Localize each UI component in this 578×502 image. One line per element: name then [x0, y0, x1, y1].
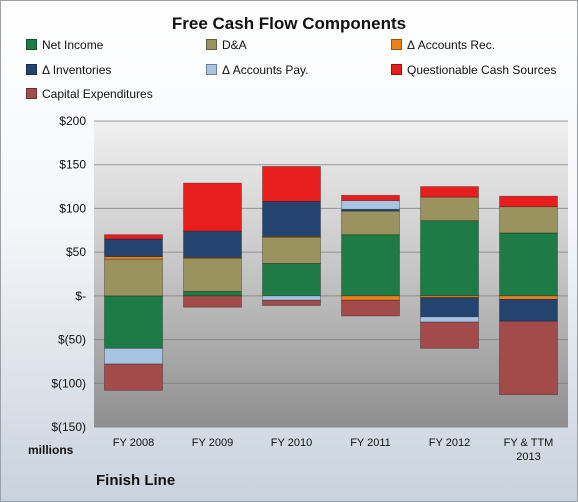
bar-segment: [262, 201, 321, 237]
x-tick-label: FY 2008: [113, 437, 154, 449]
legend-label-inventories: Δ Inventories: [42, 63, 112, 77]
legend-swatch-questionable-cash: [391, 64, 402, 75]
bar-segment: [341, 295, 400, 301]
bar-segment: [499, 298, 558, 322]
bar-segment: [183, 295, 242, 308]
y-axis-title: millions: [28, 443, 74, 457]
plot-area: [94, 121, 568, 427]
bar-segment: [499, 206, 558, 234]
y-tick-label: $200: [59, 114, 86, 128]
legend-item-capex: Capital Expenditures: [26, 87, 153, 101]
legend-item-accounts-rec: Δ Accounts Rec.: [391, 38, 495, 52]
bar-segment: [183, 291, 242, 297]
bar-segment: [420, 321, 479, 349]
y-tick-label: $(150): [51, 420, 86, 434]
bar-segment: [499, 195, 558, 208]
legend-label-accounts-pay: Δ Accounts Pay.: [222, 63, 309, 77]
y-tick-label: $150: [59, 158, 86, 172]
bar-segment: [262, 236, 321, 238]
legend-swatch-da: [206, 39, 217, 50]
legend-swatch-inventories: [26, 64, 37, 75]
y-tick-label: $100: [59, 201, 86, 215]
legend-swatch-accounts-rec: [391, 39, 402, 50]
legend-swatch-accounts-pay: [206, 64, 217, 75]
y-tick-label: $-: [75, 289, 86, 303]
legend-item-inventories: Δ Inventories: [26, 63, 111, 77]
x-tick-label: FY 2012: [429, 437, 470, 449]
bar-segment: [420, 316, 479, 323]
legend-swatch-net-income: [26, 39, 37, 50]
legend-item-da: D&A: [206, 38, 247, 52]
bar-segment: [104, 295, 163, 349]
bar-segment: [420, 297, 479, 318]
bar-segment: [104, 363, 163, 391]
bar-segment: [262, 263, 321, 297]
bar-segment: [183, 257, 242, 292]
bar-segment: [104, 258, 163, 297]
legend-item-questionable-cash: Questionable Cash Sources: [391, 63, 556, 77]
bar-segment: [499, 320, 558, 396]
x-tick-label: FY 2011: [350, 437, 391, 449]
bar-segment: [341, 210, 400, 236]
bar-segment: [262, 295, 321, 301]
bar-segment: [104, 234, 163, 240]
chart-title: Free Cash Flow Components: [171, 14, 407, 33]
legend-label-questionable-cash: Questionable Cash Sources: [407, 63, 557, 77]
bar-segment: [262, 299, 321, 306]
bar-segment: [499, 232, 558, 297]
bar-segment: [183, 230, 242, 258]
x-tick-label: FY 2010: [271, 437, 312, 449]
x-tick-label: FY 2009: [192, 437, 233, 449]
bar-segment: [420, 186, 479, 198]
company-label: Finish Line: [96, 472, 176, 489]
bar-segment: [420, 196, 479, 222]
bar-segment: [341, 194, 400, 201]
bar-segment: [341, 299, 400, 317]
bar-segment: [341, 234, 400, 297]
bar-segment: [341, 200, 400, 210]
bar-segment: [499, 295, 558, 300]
legend-label-da: D&A: [222, 38, 247, 52]
legend-item-accounts-pay: Δ Accounts Pay.: [206, 63, 309, 77]
y-tick-label: $(100): [51, 376, 86, 390]
y-tick-label: $50: [66, 245, 86, 259]
legend-item-net-income: Net Income: [26, 38, 103, 52]
legend-label-net-income: Net Income: [42, 38, 104, 52]
legend-label-accounts-rec: Δ Accounts Rec.: [407, 38, 496, 52]
legend-label-capex: Capital Expenditures: [42, 87, 153, 101]
legend-swatch-capex: [26, 88, 37, 99]
bar-segment: [420, 220, 479, 297]
bar-segment: [183, 182, 242, 232]
bar-segment: [104, 238, 163, 257]
bar-segment: [262, 166, 321, 202]
bar-segment: [104, 347, 163, 365]
bar-segment: [262, 236, 321, 264]
x-tick-label: FY & TTM 2013: [504, 437, 554, 463]
y-tick-label: $(50): [58, 333, 86, 347]
